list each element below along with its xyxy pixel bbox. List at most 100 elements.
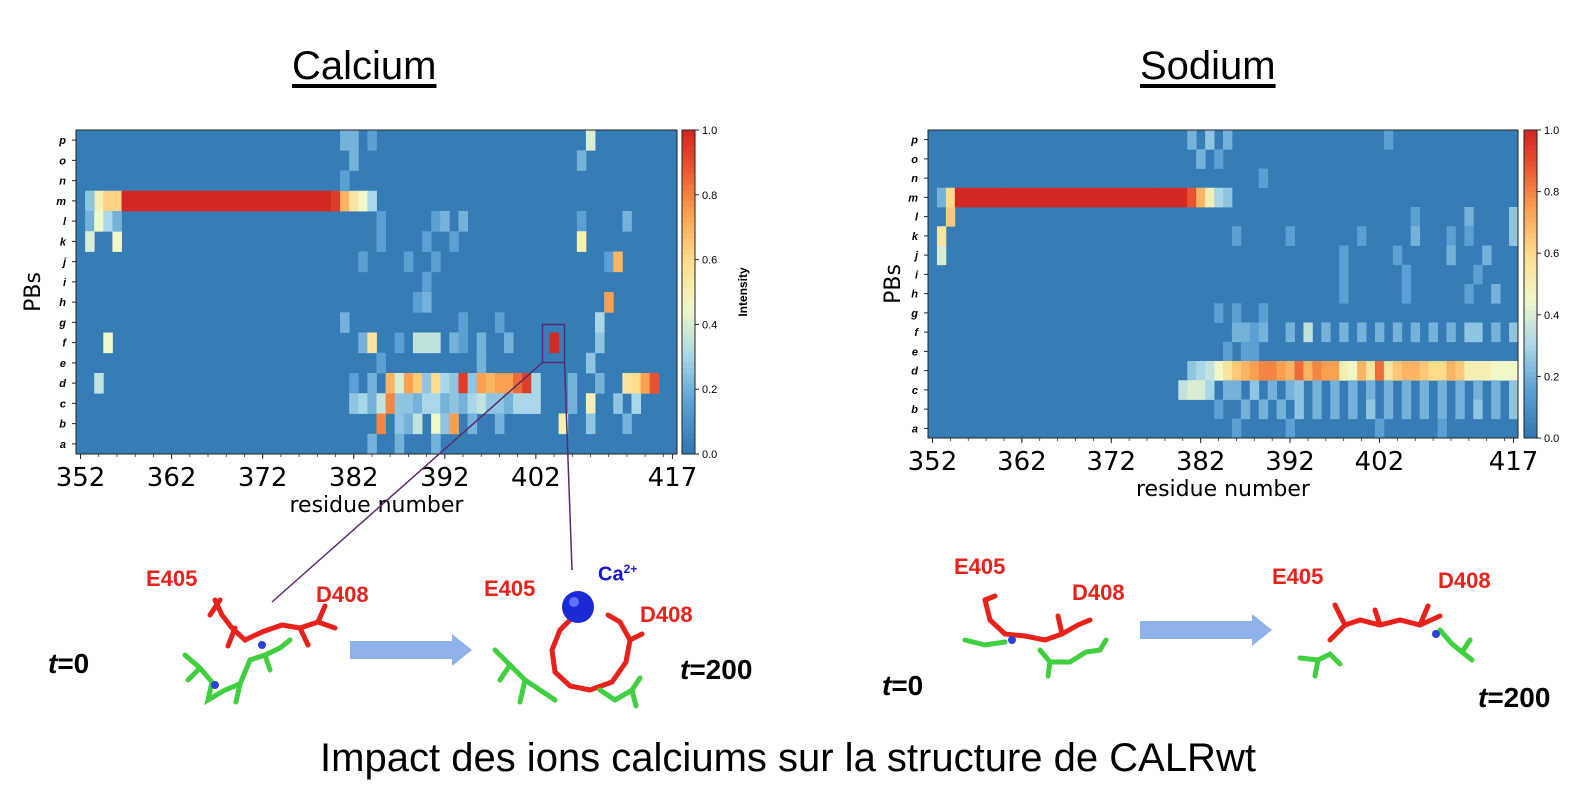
calcium-heatmap-cell <box>585 130 596 151</box>
calcium-heatmap-cell <box>403 393 414 414</box>
sodium-heatmap-cell <box>1223 341 1233 362</box>
calcium-colorbar-segment <box>682 437 695 444</box>
calcium-heatmap-cell <box>94 211 104 232</box>
calcium-heatmap-cell <box>503 332 514 354</box>
calcium-heatmap-cell <box>276 190 286 212</box>
calcium-colorbar-segment <box>682 351 695 358</box>
calcium-colorbar-segment <box>682 448 695 455</box>
sodium-panel-title: Sodium <box>1140 44 1276 88</box>
sodium-colorbar-segment <box>1524 268 1537 275</box>
sodium-heatmap-cell <box>999 187 1009 208</box>
sodium-heatmap-cell <box>1339 245 1349 266</box>
ca-t200-molecule <box>492 591 645 709</box>
sodium-heatmap-cell <box>1285 322 1295 343</box>
sodium-ytick-label: l <box>915 212 919 224</box>
sodium-heatmap-cell <box>1258 168 1269 189</box>
sodium-xtick-label: 382 <box>1176 447 1226 477</box>
sodium-heatmap-cell <box>1178 380 1188 400</box>
sodium-heatmap-cell <box>1509 380 1519 400</box>
sodium-heatmap-cell <box>1491 380 1501 400</box>
calcium-heatmap-cell <box>467 373 478 394</box>
sodium-heatmap-cell <box>1446 245 1456 266</box>
calcium-heatmap-cell <box>458 393 468 414</box>
sodium-heatmap-cell <box>1088 187 1099 208</box>
sodium-colorbar-segment <box>1524 181 1537 187</box>
sodium-heatmap-cell <box>1446 226 1456 246</box>
calcium-colorbar-segment <box>682 200 695 207</box>
na-t200-molecule <box>1297 602 1475 679</box>
sodium-heatmap-cell <box>1231 322 1242 343</box>
calcium-heatmap-cell <box>394 373 405 394</box>
na-t0-label: t=0 <box>882 670 924 701</box>
sodium-heatmap-cell <box>1392 245 1403 266</box>
sodium-heatmap-cell <box>1491 284 1501 304</box>
calcium-heatmap-cell <box>549 332 560 354</box>
calcium-ytick-label: e <box>60 358 66 370</box>
calcium-heatmap-cell <box>458 312 468 333</box>
sodium-colorbar-segment <box>1524 237 1537 244</box>
calcium-heatmap-cell <box>558 413 569 435</box>
calcium-heatmap-cell <box>194 190 204 212</box>
calcium-heatmap-cell <box>121 190 132 212</box>
sodium-heatmap-cell <box>1231 226 1242 246</box>
sodium-heatmap-cell <box>1437 399 1447 420</box>
sodium-heatmap-cell <box>981 187 991 208</box>
sodium-colorbar-tick-label: 1.0 <box>1544 125 1559 137</box>
sodium-colorbar-segment <box>1524 242 1537 249</box>
sodium-heatmap-cell <box>1276 361 1286 381</box>
calcium-heatmap-cell <box>112 211 122 232</box>
sodium-heatmap-cell <box>1348 399 1358 420</box>
calcium-heatmap-cell <box>585 393 596 414</box>
calcium-heatmap-cell <box>458 211 468 232</box>
sodium-heatmap-cell <box>1205 130 1215 150</box>
sodium-ytick-label: k <box>912 231 919 243</box>
calcium-heatmap-cell <box>376 352 387 374</box>
sodium-colorbar-segment <box>1524 361 1537 367</box>
calcium-heatmap-cell <box>349 373 359 394</box>
calcium-colorbar-segment <box>682 421 695 428</box>
calcium-ytick-label: g <box>58 317 66 329</box>
sodium-heatmap-cell <box>1321 322 1331 343</box>
sodium-heatmap-cell <box>1151 187 1161 208</box>
sodium-colorbar-segment <box>1524 304 1537 311</box>
sodium-heatmap-cell <box>1455 380 1465 400</box>
figure-caption: Impact des ions calciums sur la structur… <box>320 736 1256 780</box>
sodium-heatmap-cell <box>1223 130 1233 150</box>
calcium-heatmap-cell <box>403 373 414 394</box>
calcium-colorbar-segment <box>682 227 695 234</box>
calcium-heatmap-cell <box>394 393 405 414</box>
calcium-heatmap-cell <box>613 393 623 414</box>
calcium-colorbar-tick-label: 0.6 <box>702 255 717 267</box>
sodium-heatmap-cell <box>1437 418 1447 439</box>
sodium-heatmap-cell <box>1214 361 1224 381</box>
calcium-heatmap-cell <box>385 373 396 394</box>
sodium-heatmap-cell <box>1196 149 1206 169</box>
sodium-heatmap-cell <box>1312 380 1322 400</box>
sodium-heatmap-cell <box>1258 399 1269 420</box>
sodium-heatmap-cell <box>1294 399 1304 420</box>
calcium-colorbar-segment <box>682 340 695 347</box>
na-t0-e405-label: E405 <box>954 554 1006 579</box>
calcium-yaxis-label: PBs <box>21 272 46 312</box>
sodium-ytick-label: f <box>914 327 919 339</box>
sodium-ytick-label: a <box>912 423 918 435</box>
calcium-ytick-label: k <box>60 236 67 248</box>
calcium-heatmap-cell <box>422 373 432 394</box>
sodium-heatmap-cell <box>1473 361 1483 381</box>
calcium-heatmap-cell <box>595 373 605 394</box>
calcium-colorbar-segment <box>682 383 695 390</box>
sodium-colorbar-segment <box>1524 427 1537 434</box>
sodium-heatmap-cell <box>1410 207 1421 227</box>
calcium-heatmap-cell <box>367 130 377 151</box>
sodium-colorbar-segment <box>1524 140 1537 146</box>
calcium-colorbar-segment <box>682 427 695 433</box>
calcium-colorbar-segment <box>682 329 695 336</box>
sodium-heatmap-cell <box>1491 361 1501 381</box>
calcium-heatmap-cell <box>449 231 459 252</box>
calcium-heatmap-cell <box>422 271 432 293</box>
calcium-heatmap-cell <box>422 231 432 252</box>
calcium-heatmap-cell <box>367 332 377 354</box>
calcium-heatmap-cell <box>394 332 405 354</box>
sodium-ytick-label: b <box>911 404 918 416</box>
calcium-ytick-label: p <box>58 135 66 147</box>
